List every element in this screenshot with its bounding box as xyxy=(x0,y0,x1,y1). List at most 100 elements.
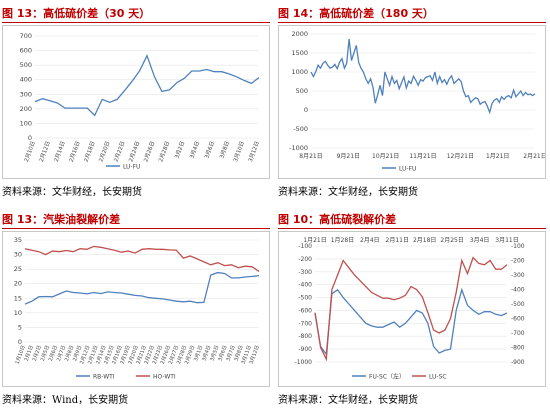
x-tick-label: 1月21日 xyxy=(486,153,509,160)
y-tick-label: -100 xyxy=(298,243,312,250)
x-tick-label: 3月1日 xyxy=(193,345,204,362)
x-tick-label: 2月8日 xyxy=(64,345,75,362)
x-tick-label: 11月21日 xyxy=(409,153,436,160)
x-tick-label: 3月10日 xyxy=(232,140,246,163)
y2-tick-label: -200 xyxy=(511,258,525,265)
x-tick-label: 2月7日 xyxy=(56,345,67,362)
panel-4-rule xyxy=(278,228,546,229)
x-tick-label: 2月5日 xyxy=(40,345,51,362)
x-tick-label: 2月12日 xyxy=(38,140,52,163)
x-tick-label: 3月4日 xyxy=(470,237,490,244)
panel-3-rule xyxy=(2,228,270,229)
y-tick-label: 2000 xyxy=(291,30,308,38)
legend-label: LU-FU xyxy=(399,166,416,173)
legend-label: FU-SC（左） xyxy=(369,373,405,381)
y-tick-label: 0 xyxy=(18,338,22,346)
y-tick-label: -800 xyxy=(298,333,312,340)
y-tick-label: 500 xyxy=(296,87,308,95)
x-tick-label: 3月4日 xyxy=(188,140,201,159)
y-tick-label: -500 xyxy=(293,125,308,133)
x-tick-label: 1月28日 xyxy=(331,237,354,244)
legend-label: LU-SC xyxy=(429,374,447,381)
y-tick-label: -900 xyxy=(298,346,312,353)
panel-1-rule xyxy=(2,22,270,23)
y-tick-label: -700 xyxy=(298,320,312,327)
series-line-2 xyxy=(24,245,260,273)
y-tick-label: 5 xyxy=(18,323,22,331)
x-tick-label: 2月18日 xyxy=(83,140,97,163)
x-tick-label: 3月8日 xyxy=(234,345,245,362)
x-tick-label: 3月11日 xyxy=(495,237,518,244)
panel-3-frame: 0 5 10 15 20 25 30 35 1月10日 2月1日 2月2日 2月5日 2月6日 2月7日 2… xyxy=(2,231,270,387)
x-tick-label: 2月14日 xyxy=(53,140,67,163)
legend-label: LU-FU xyxy=(123,164,140,171)
y-tick-label: 100 xyxy=(20,119,32,127)
x-tick-label: 8月21日 xyxy=(299,153,322,160)
x-tick-label: 3月6日 xyxy=(217,345,228,362)
series-line-1 xyxy=(314,287,508,357)
y2-tick-label: -600 xyxy=(511,316,525,323)
y-tick-label: 400 xyxy=(20,76,32,84)
panel-1-title: 图 13：高低硫价差（30 天） xyxy=(2,7,151,20)
y2-tick-label: -500 xyxy=(511,301,525,308)
x-tick-label: 2月6日 xyxy=(48,345,59,362)
x-tick-label: 2月22日 xyxy=(113,140,127,163)
panel-4-title: 图 10：高低硫裂解价差 xyxy=(278,213,397,226)
y-tick-label: -600 xyxy=(298,307,312,314)
legend-label: RB-WTI xyxy=(93,374,115,381)
x-tick-label: 10月21日 xyxy=(372,153,399,160)
y-tick-label: -500 xyxy=(298,295,312,302)
x-tick-label: 2月26日 xyxy=(142,140,156,163)
x-tick-label: 2月28日 xyxy=(157,140,171,163)
y-tick-label: 10 xyxy=(14,309,22,317)
chart-3: 051015202530351月10日2月1日2月2日2月5日2月6日2月7日2… xyxy=(14,236,261,381)
x-tick-label: 2月2日 xyxy=(32,345,43,362)
y-tick-label: 600 xyxy=(20,47,32,55)
y-tick-label: 30 xyxy=(14,251,22,259)
y-tick-label: 35 xyxy=(14,236,22,244)
x-tick-label: 2月11日 xyxy=(386,237,409,244)
y-tick-label: -1000 xyxy=(289,144,308,152)
x-tick-label: 3月2日 xyxy=(173,140,186,159)
x-tick-label: 3月6日 xyxy=(203,140,216,159)
x-tick-label: 9月21日 xyxy=(337,153,360,160)
x-tick-label: 2月4日 xyxy=(360,237,380,244)
y2-tick-label: -400 xyxy=(511,287,525,294)
y-tick-label: 0 xyxy=(304,106,308,114)
panel-3-title: 图 13：汽柴油裂解价差 xyxy=(2,213,121,226)
series-line-1 xyxy=(34,54,260,117)
x-tick-label: 1月21日 xyxy=(303,237,326,244)
y-tick-label: 1000 xyxy=(291,68,308,76)
panel-1-source: 资料来源：文华财经，长安期货 xyxy=(2,187,142,198)
x-tick-label: 3月8日 xyxy=(218,140,231,159)
panel-4-source: 资料来源：文华财经，长安期货 xyxy=(278,395,418,406)
x-tick-label: 3月12日 xyxy=(247,140,261,163)
panel-4-frame: -1000 -900 -800 -700 -600 -500 -400 -300 -200 -10… xyxy=(278,231,546,387)
y-tick-label: -400 xyxy=(298,282,312,289)
y2-tick-label: -700 xyxy=(511,330,525,337)
y2-tick-label: -300 xyxy=(511,272,525,279)
chart-2: -1000 -500 0 500 1000 1500 2000 8月21日 9月21日 10月21… xyxy=(289,30,547,173)
panel-2-title: 图 14：高低硫价差（180 天） xyxy=(278,7,434,20)
y-tick-label: 0 xyxy=(28,134,32,142)
x-tick-label: 3月7日 xyxy=(225,345,236,362)
y-tick-label: 200 xyxy=(20,105,32,113)
x-tick-label: 2月10日 xyxy=(23,140,37,163)
y-tick-label: 15 xyxy=(14,294,22,302)
y-tick-label: -200 xyxy=(298,256,312,263)
series-line-2 xyxy=(314,256,508,362)
x-tick-label: 2月9日 xyxy=(72,345,83,362)
x-tick-label: 2月24日 xyxy=(127,140,141,163)
x-tick-label: 12月21日 xyxy=(447,153,474,160)
series-line-1 xyxy=(310,38,536,115)
panel-2-frame: -1000 -500 0 500 1000 1500 2000 8月21日 9月21日 10月21… xyxy=(278,25,547,179)
x-tick-label: 2月18日 xyxy=(413,237,436,244)
y-tick-label: 700 xyxy=(20,32,32,40)
x-tick-label: 2月16日 xyxy=(68,140,82,163)
y-tick-label: 300 xyxy=(20,90,32,98)
panel-2-rule xyxy=(278,22,546,23)
panel-2-source: 资料来源：文华财经，长安期货 xyxy=(278,187,418,198)
x-tick-label: 2月20日 xyxy=(98,140,112,163)
chart-4: -1000 -900 -800 -700 -600 -500 -400 -300 -200 -10… xyxy=(295,237,525,381)
